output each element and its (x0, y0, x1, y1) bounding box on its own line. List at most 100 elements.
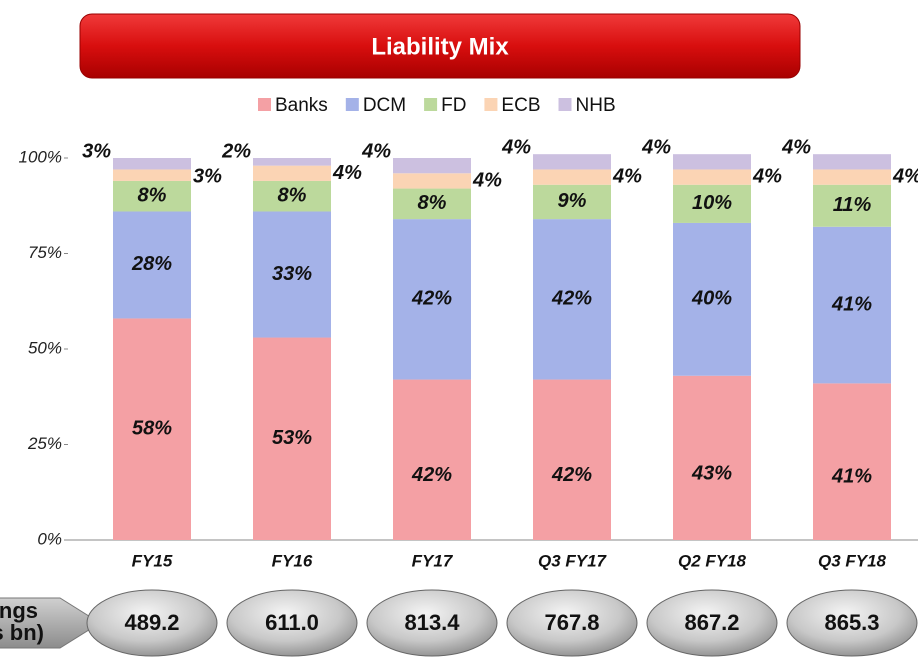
borrowings-label-line: (Rs bn) (0, 620, 44, 645)
data-label: 3% (82, 140, 111, 162)
data-label: 41% (831, 293, 872, 315)
bar-segment (673, 222, 751, 376)
data-label: 28% (131, 253, 172, 275)
bar-segment (813, 383, 891, 540)
data-label: 8% (278, 184, 307, 206)
borrowing-oval (366, 589, 498, 657)
data-label: 10% (692, 192, 732, 214)
data-label: 58% (132, 418, 172, 440)
data-label: 4% (501, 136, 531, 158)
bar-segment (533, 379, 611, 540)
data-label: 4% (752, 166, 782, 188)
data-label: 4% (612, 166, 642, 188)
data-label: 4% (781, 136, 811, 158)
bar-segment (393, 158, 471, 174)
bar-segment (253, 165, 331, 181)
data-label: 9% (558, 190, 587, 212)
borrowing-oval (86, 589, 218, 657)
legend-swatch (258, 98, 271, 111)
borrowing-oval (646, 589, 778, 657)
data-label: 42% (411, 464, 452, 486)
y-tick-label: 50% (28, 338, 62, 357)
data-label: 4% (361, 140, 391, 162)
x-tick-label: Q3 FY18 (818, 551, 887, 570)
bar-segment (813, 154, 891, 170)
x-tick-label: Q2 FY18 (678, 551, 747, 570)
bar-segment (113, 180, 191, 212)
data-label: 42% (411, 288, 452, 310)
borrowing-value: 489.2 (124, 610, 179, 635)
x-tick-label: FY15 (132, 551, 173, 570)
legend-label: Banks (275, 95, 328, 116)
bar-segment (673, 375, 751, 540)
legend-label: ECB (501, 95, 540, 116)
bar-segment (113, 318, 191, 540)
y-tick-label: 100% (19, 147, 62, 166)
bar-segment (533, 184, 611, 220)
bar-segment (253, 337, 331, 540)
x-tick-label: FY17 (412, 551, 454, 570)
borrowing-value: 865.3 (824, 610, 879, 635)
y-tick-label: 75% (28, 243, 62, 262)
bar-segment (813, 226, 891, 384)
legend-swatch (345, 98, 359, 111)
bar-segment (673, 154, 751, 170)
data-label: 2% (221, 140, 251, 162)
data-label: 3% (193, 166, 222, 188)
data-label: 40% (691, 288, 732, 310)
title-banner (79, 13, 801, 79)
bar-segment (533, 154, 611, 170)
borrowings-label: Borrowings(Rs bn) (0, 598, 44, 645)
bar-segment (813, 184, 891, 227)
x-tick-label: FY16 (272, 551, 313, 570)
data-label: 42% (551, 288, 592, 310)
borrowing-oval (226, 589, 358, 657)
data-label: 4% (892, 166, 918, 188)
data-label: 41% (831, 466, 872, 488)
borrowing-value: 767.8 (544, 610, 599, 635)
data-label: 53% (272, 427, 312, 449)
data-label: 8% (138, 184, 167, 206)
legend-label: DCM (363, 95, 406, 116)
y-tick-label: 25% (27, 434, 62, 453)
data-label: 42% (551, 464, 592, 486)
legend-swatch (558, 98, 572, 111)
bar-segment (253, 180, 331, 212)
borrowings-arrow (0, 597, 101, 649)
bar-segment (533, 219, 611, 380)
data-label: 4% (472, 170, 502, 192)
x-tick-label: Q3 FY17 (538, 551, 608, 570)
bar-segment (673, 184, 751, 223)
chart-title: Liability Mix (371, 33, 509, 60)
bar-segment (113, 211, 191, 319)
borrowing-oval (506, 589, 638, 657)
borrowing-oval (786, 589, 918, 657)
bar-segment (113, 169, 191, 181)
borrowing-value: 813.4 (404, 610, 460, 635)
data-label: 4% (641, 136, 671, 158)
y-tick-label: 0% (37, 529, 62, 548)
bar-segment (813, 169, 891, 185)
data-label: 4% (332, 162, 362, 184)
data-label: 8% (418, 192, 447, 214)
bar-segment (393, 219, 471, 380)
bar-segment (533, 169, 611, 185)
legend-swatch (424, 98, 438, 111)
data-label: 43% (691, 463, 732, 485)
borrowing-value: 611.0 (265, 610, 319, 635)
legend-label: NHB (576, 95, 616, 116)
data-label: 33% (272, 263, 312, 285)
bar-segment (393, 173, 471, 189)
bar-segment (253, 211, 331, 338)
legend-swatch (484, 98, 498, 111)
bar-segment (113, 158, 191, 170)
legend-label: FD (441, 95, 466, 116)
bar-segment (253, 158, 331, 166)
data-label: 11% (833, 194, 872, 216)
bar-segment (673, 169, 751, 185)
borrowing-value: 867.2 (684, 610, 739, 635)
bar-segment (393, 379, 471, 540)
bar-segment (393, 188, 471, 220)
